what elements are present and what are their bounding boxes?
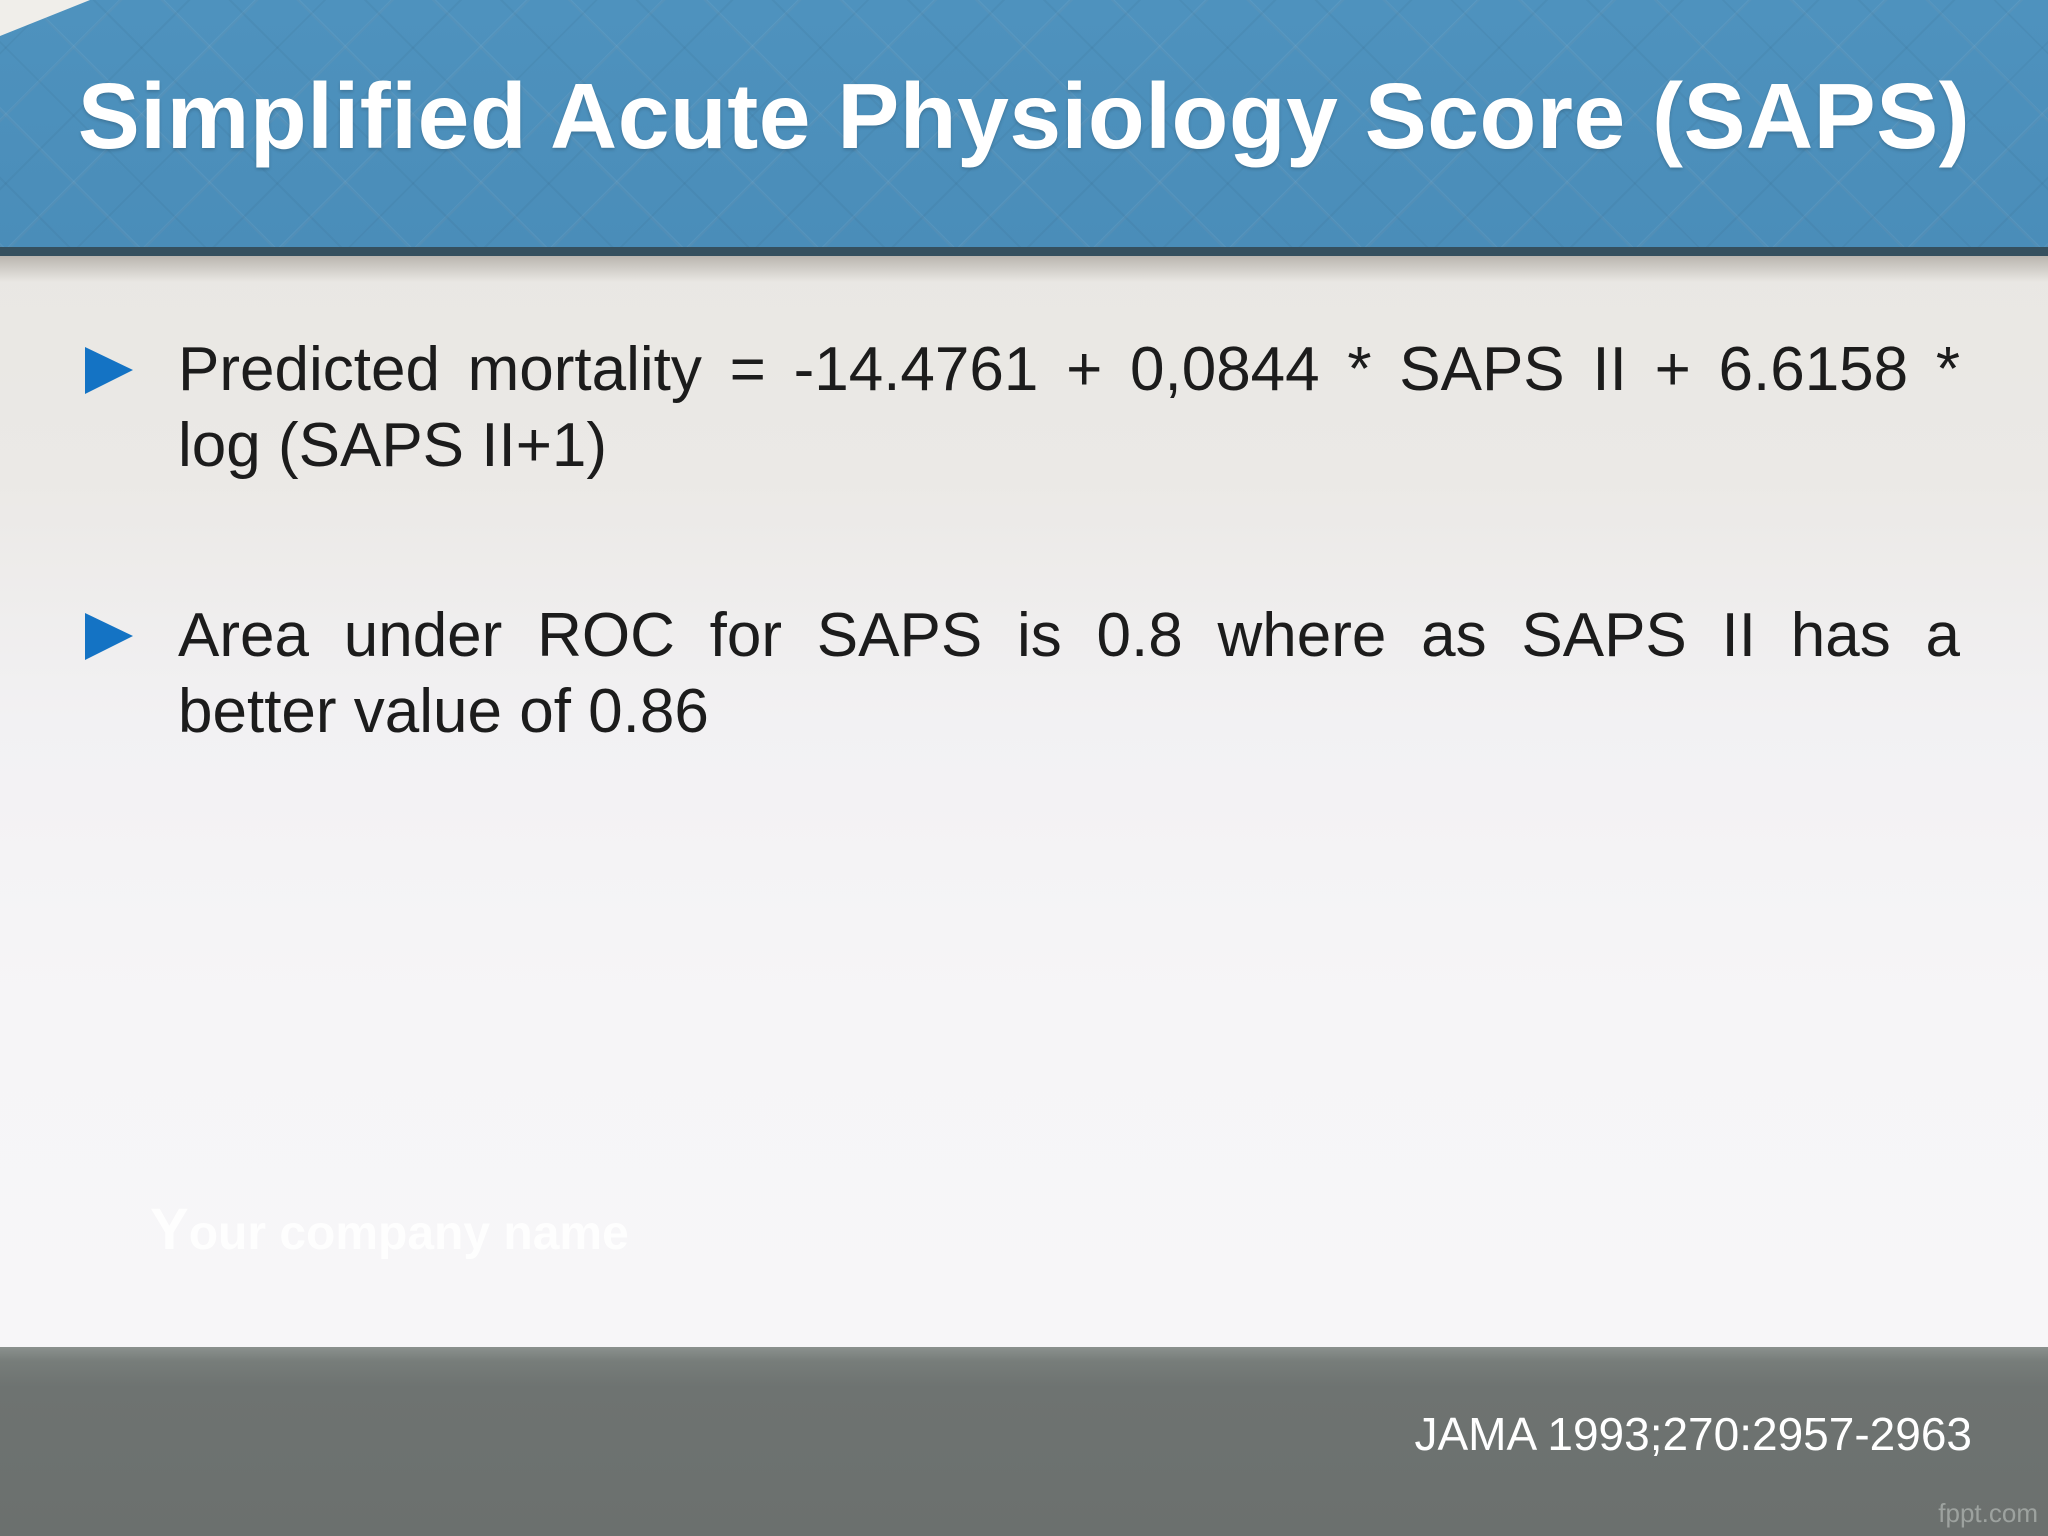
corner-wedge-decoration xyxy=(0,0,90,36)
header-banner: Simplified Acute Physiology Score (SAPS) xyxy=(0,0,2048,256)
bullet-line: log (SAPS II+1) xyxy=(178,411,608,480)
banner-shadow xyxy=(0,256,2048,282)
template-watermark: Your company name xyxy=(150,1197,629,1262)
bullet-text: Area under ROC for SAPS is 0.8 where as … xyxy=(178,598,1960,750)
bullet-line: Predicted mortality = -14.4761 + 0,0844 … xyxy=(178,335,1960,404)
page-title: Simplified Acute Physiology Score (SAPS) xyxy=(77,64,1971,168)
bullet-line: better value of 0.86 xyxy=(178,677,709,746)
citation-text: JAMA 1993;270:2957-2963 xyxy=(1414,1408,1972,1460)
bullet-item-predicted-mortality: Predicted mortality = -14.4761 + 0,0844 … xyxy=(85,332,1960,484)
bullet-item-roc-area: Area under ROC for SAPS is 0.8 where as … xyxy=(85,598,1960,750)
footer-band: JAMA 1993;270:2957-2963 fppt.com xyxy=(0,1347,2048,1536)
bullet-text: Predicted mortality = -14.4761 + 0,0844 … xyxy=(178,332,1960,484)
triangle-bullet-icon xyxy=(85,347,133,394)
fppt-watermark: fppt.com xyxy=(1938,1498,2038,1528)
triangle-bullet-icon xyxy=(85,613,133,660)
bullet-line: Area under ROC for SAPS is 0.8 where as … xyxy=(178,601,1960,670)
